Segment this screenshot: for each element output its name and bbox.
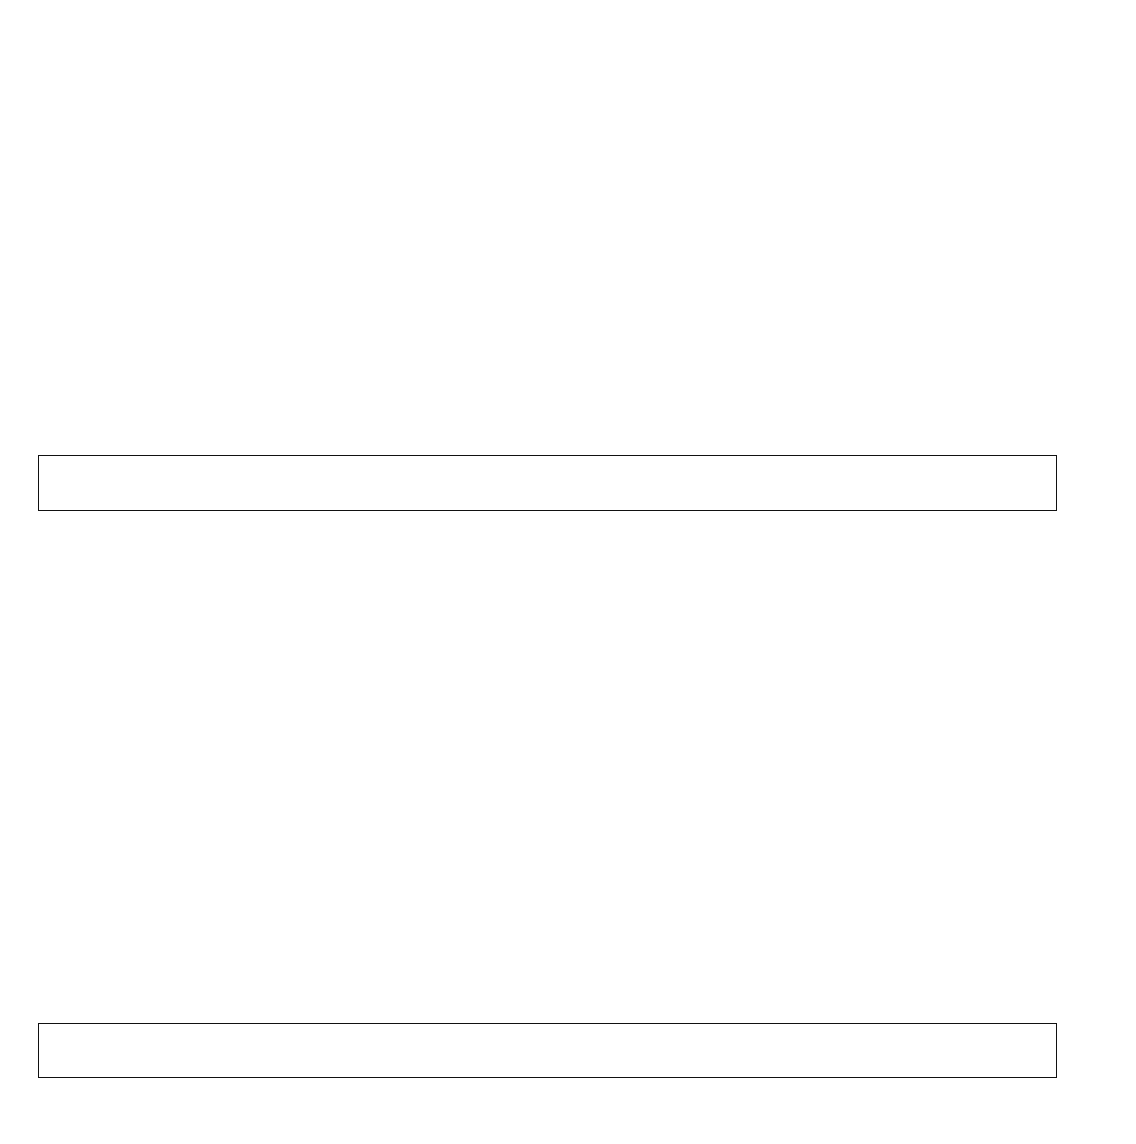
map-panel-b — [35, 583, 1050, 984]
colorbar-a — [38, 455, 1057, 565]
map-a-canvas — [35, 10, 1050, 411]
colorbar-a-gradient — [38, 455, 1057, 511]
map-b-canvas — [35, 583, 1050, 984]
colorbar-b — [38, 1023, 1057, 1133]
map-panel-a — [35, 10, 1050, 411]
colorbar-b-gradient — [38, 1023, 1057, 1078]
